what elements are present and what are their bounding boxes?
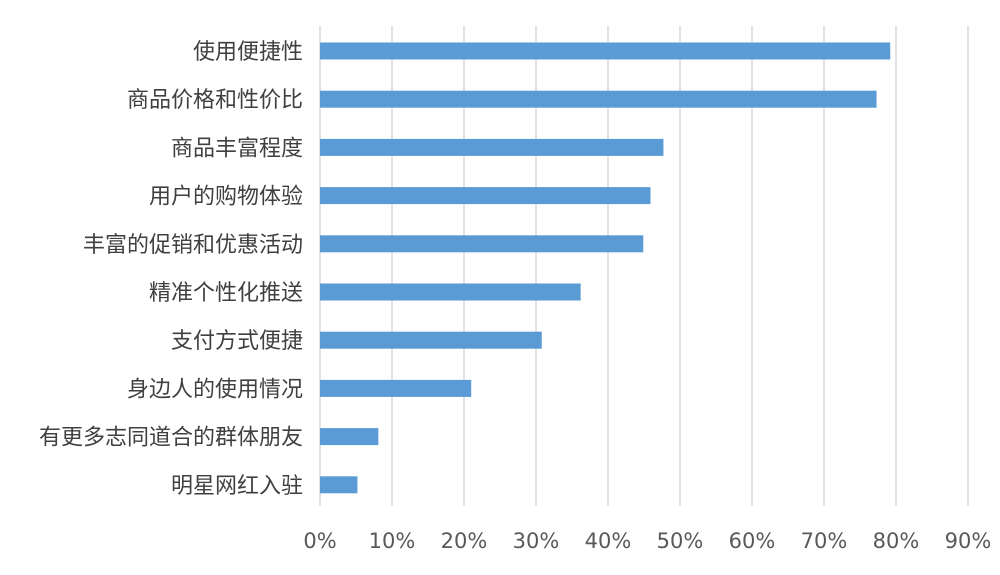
x-tick-label: 30% <box>513 529 560 553</box>
bar-1 <box>320 90 877 108</box>
category-label: 精准个性化推送 <box>149 281 303 306</box>
category-label: 支付方式便捷 <box>171 329 303 354</box>
category-label: 商品丰富程度 <box>171 136 303 161</box>
bar-3 <box>320 187 651 205</box>
bar-7 <box>320 379 472 397</box>
x-tick-label: 80% <box>873 529 920 553</box>
x-tick-labels: 0% 10% 20% 30% 40% 50% 60% 70% 80% 90% <box>303 529 991 553</box>
x-tick-label: 90% <box>945 529 992 553</box>
bar-9 <box>320 476 358 494</box>
bars <box>320 42 891 494</box>
category-label: 明星网红入驻 <box>171 474 303 499</box>
category-label: 有更多志同道合的群体朋友 <box>39 426 303 451</box>
x-tick-label: 10% <box>369 529 416 553</box>
category-label: 身边人的使用情况 <box>127 377 303 402</box>
category-labels: 使用便捷性商品价格和性价比商品丰富程度用户的购物体验丰富的促销和优惠活动精准个性… <box>39 40 303 499</box>
x-tick-label: 0% <box>303 529 336 553</box>
bar-2 <box>320 138 664 156</box>
x-tick-label: 50% <box>657 529 704 553</box>
bar-8 <box>320 428 379 446</box>
category-label: 丰富的促销和优惠活动 <box>83 233 303 258</box>
category-label: 商品价格和性价比 <box>127 88 303 113</box>
bar-0 <box>320 42 891 60</box>
bar-5 <box>320 283 581 301</box>
x-tick-label: 40% <box>585 529 632 553</box>
category-label: 使用便捷性 <box>193 40 303 65</box>
x-tick-label: 70% <box>801 529 848 553</box>
bar-4 <box>320 235 644 253</box>
bar-6 <box>320 331 542 349</box>
x-tick-label: 20% <box>441 529 488 553</box>
category-label: 用户的购物体验 <box>149 185 303 210</box>
x-tick-label: 60% <box>729 529 776 553</box>
